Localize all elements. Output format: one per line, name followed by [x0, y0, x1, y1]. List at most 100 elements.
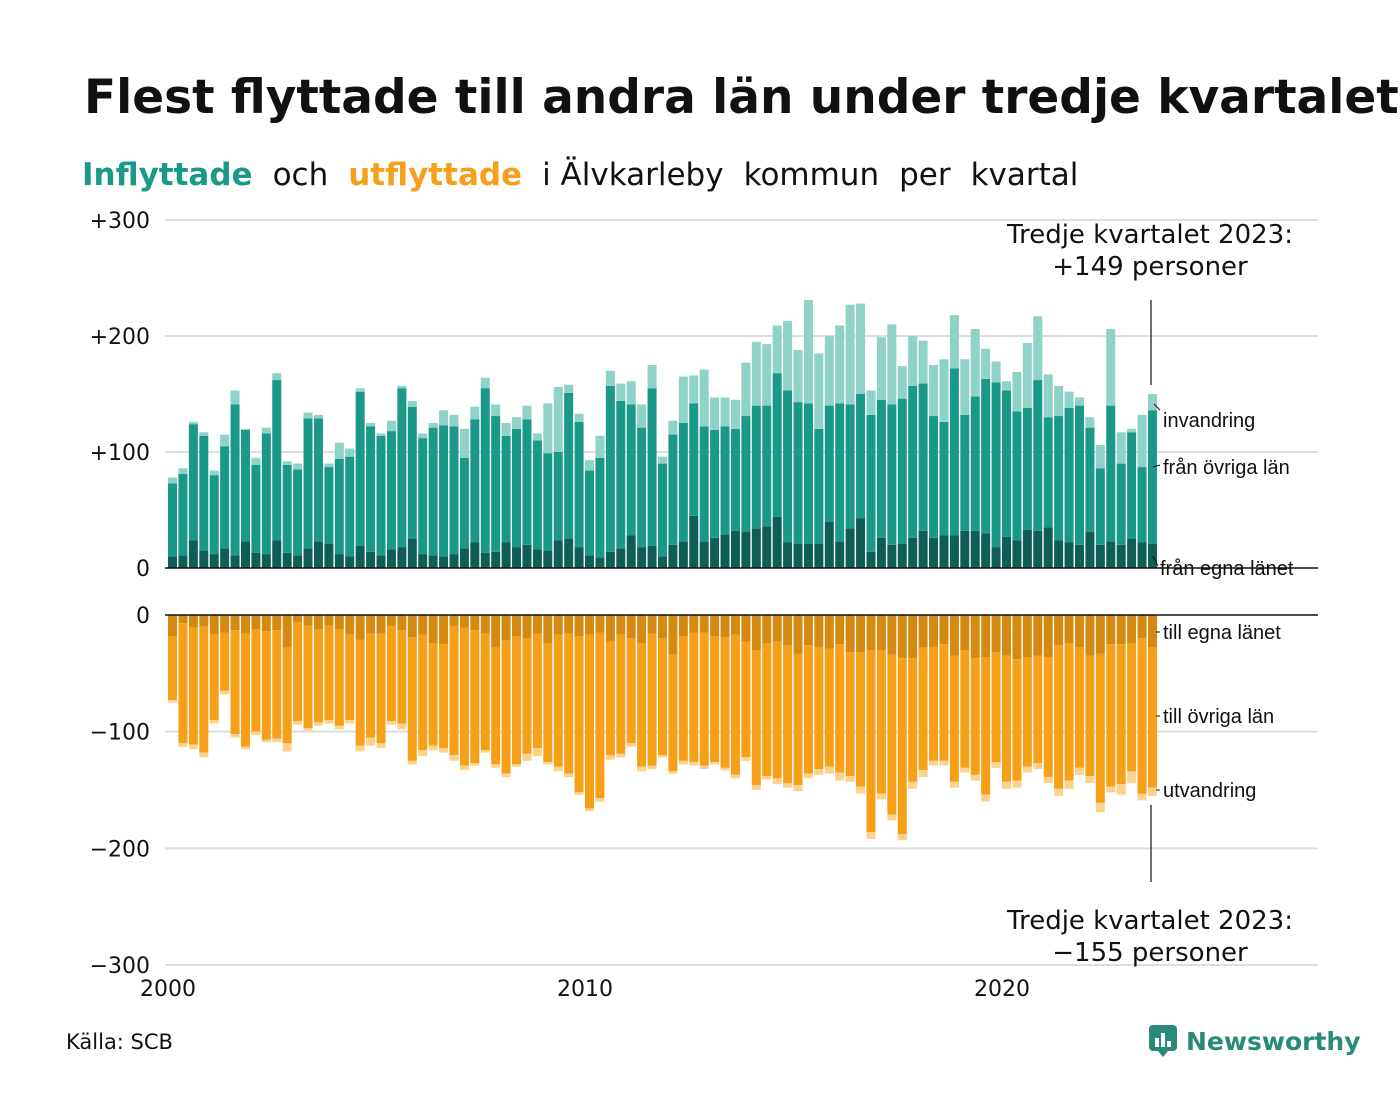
bar-out-0	[741, 615, 751, 642]
bar-in-0	[428, 555, 438, 568]
bar-in-1	[741, 416, 751, 533]
bar-out-2	[908, 781, 918, 789]
bar-in-2	[626, 381, 636, 405]
bar-out-2	[699, 765, 709, 769]
bar-out-2	[220, 690, 230, 695]
bar-in-0	[397, 547, 407, 568]
bar-out-0	[678, 615, 688, 636]
bar-in-1	[616, 400, 626, 549]
bar-in-0	[1054, 540, 1064, 568]
bar-out-2	[981, 794, 991, 802]
bar-out-2	[824, 766, 834, 774]
bar-out-2	[803, 773, 813, 779]
bar-out-2	[470, 763, 480, 766]
bar-in-0	[459, 548, 469, 568]
bar-out-2	[1022, 766, 1032, 773]
bar-out-2	[240, 746, 250, 750]
bar-out-1	[313, 629, 323, 723]
bar-out-1	[762, 643, 772, 776]
bar-in-1	[220, 446, 230, 549]
bar-in-0	[564, 539, 574, 568]
bar-in-0	[710, 537, 720, 568]
bar-out-2	[449, 755, 459, 761]
bar-in-1	[272, 380, 282, 541]
bar-in-1	[522, 419, 532, 545]
bar-out-0	[887, 615, 897, 655]
bar-in-2	[543, 403, 553, 454]
bar-out-1	[272, 630, 282, 739]
bar-out-0	[1002, 615, 1012, 656]
bar-out-0	[366, 615, 376, 634]
bar-out-1	[324, 625, 334, 720]
chart-subtitle: Inflyttade och utflyttade i Älvkarleby kommu…	[82, 157, 1098, 193]
label-invandring: invandring	[1163, 410, 1255, 432]
bar-in-2	[803, 300, 813, 404]
bar-in-0	[783, 542, 793, 568]
bar-out-1	[1054, 645, 1064, 789]
bar-in-1	[209, 475, 219, 555]
bar-out-2	[209, 720, 219, 724]
bar-out-1	[949, 655, 959, 782]
bar-out-2	[678, 760, 688, 765]
bar-out-0	[1074, 615, 1084, 648]
bar-in-2	[1043, 374, 1053, 418]
bar-out-2	[574, 792, 584, 795]
bar-in-1	[1137, 467, 1147, 543]
bar-out-1	[1095, 653, 1105, 803]
bar-in-0	[616, 548, 626, 568]
bar-in-2	[397, 385, 407, 389]
newsworthy-logo-icon	[1149, 1025, 1177, 1057]
bar-in-0	[345, 556, 355, 568]
bar-out-2	[887, 814, 897, 821]
subtitle-utflyttade: utflyttade	[348, 157, 523, 193]
bar-out-0	[720, 615, 730, 638]
bar-in-2	[793, 349, 803, 403]
bar-out-1	[1074, 647, 1084, 768]
bar-out-1	[678, 636, 688, 761]
bar-out-1	[835, 644, 845, 773]
bar-in-1	[439, 425, 449, 557]
bar-in-0	[282, 552, 292, 568]
bar-in-2	[1085, 417, 1095, 428]
bar-out-1	[230, 630, 240, 734]
bar-in-2	[929, 365, 939, 417]
bar-in-1	[793, 402, 803, 544]
bar-out-0	[856, 615, 866, 653]
bar-in-0	[824, 521, 834, 568]
x-tick-label: 2020	[974, 977, 1030, 1002]
bar-in-2	[334, 442, 344, 459]
bar-in-2	[657, 456, 667, 464]
bar-out-1	[334, 629, 344, 726]
bar-out-0	[783, 615, 793, 646]
bar-in-2	[699, 369, 709, 427]
bar-in-1	[1002, 390, 1012, 537]
bar-out-0	[1127, 615, 1137, 643]
bar-out-1	[178, 623, 188, 744]
bar-out-2	[261, 739, 271, 743]
bar-in-2	[668, 420, 678, 435]
bar-in-0	[949, 535, 959, 568]
bar-out-2	[532, 748, 542, 757]
bar-out-1	[616, 634, 626, 754]
bar-out-1	[1033, 655, 1043, 764]
bar-out-1	[595, 632, 605, 799]
bar-out-2	[689, 762, 699, 766]
bar-in-2	[960, 359, 970, 415]
bar-in-2	[856, 303, 866, 394]
bar-out-0	[543, 615, 553, 643]
bar-in-0	[762, 526, 772, 568]
bar-in-2	[751, 341, 761, 406]
bar-in-0	[303, 548, 313, 568]
bar-in-0	[199, 550, 209, 568]
bar-in-0	[439, 556, 449, 568]
bar-in-1	[199, 435, 209, 551]
bar-in-0	[856, 518, 866, 568]
bar-in-1	[689, 403, 699, 516]
bar-in-2	[918, 340, 928, 384]
bar-out-2	[605, 755, 615, 760]
bar-in-0	[1085, 532, 1095, 568]
subtitle-word: kvartal	[970, 157, 1079, 193]
bar-out-1	[501, 640, 511, 774]
bar-in-1	[168, 483, 178, 557]
bar-in-1	[762, 405, 772, 527]
